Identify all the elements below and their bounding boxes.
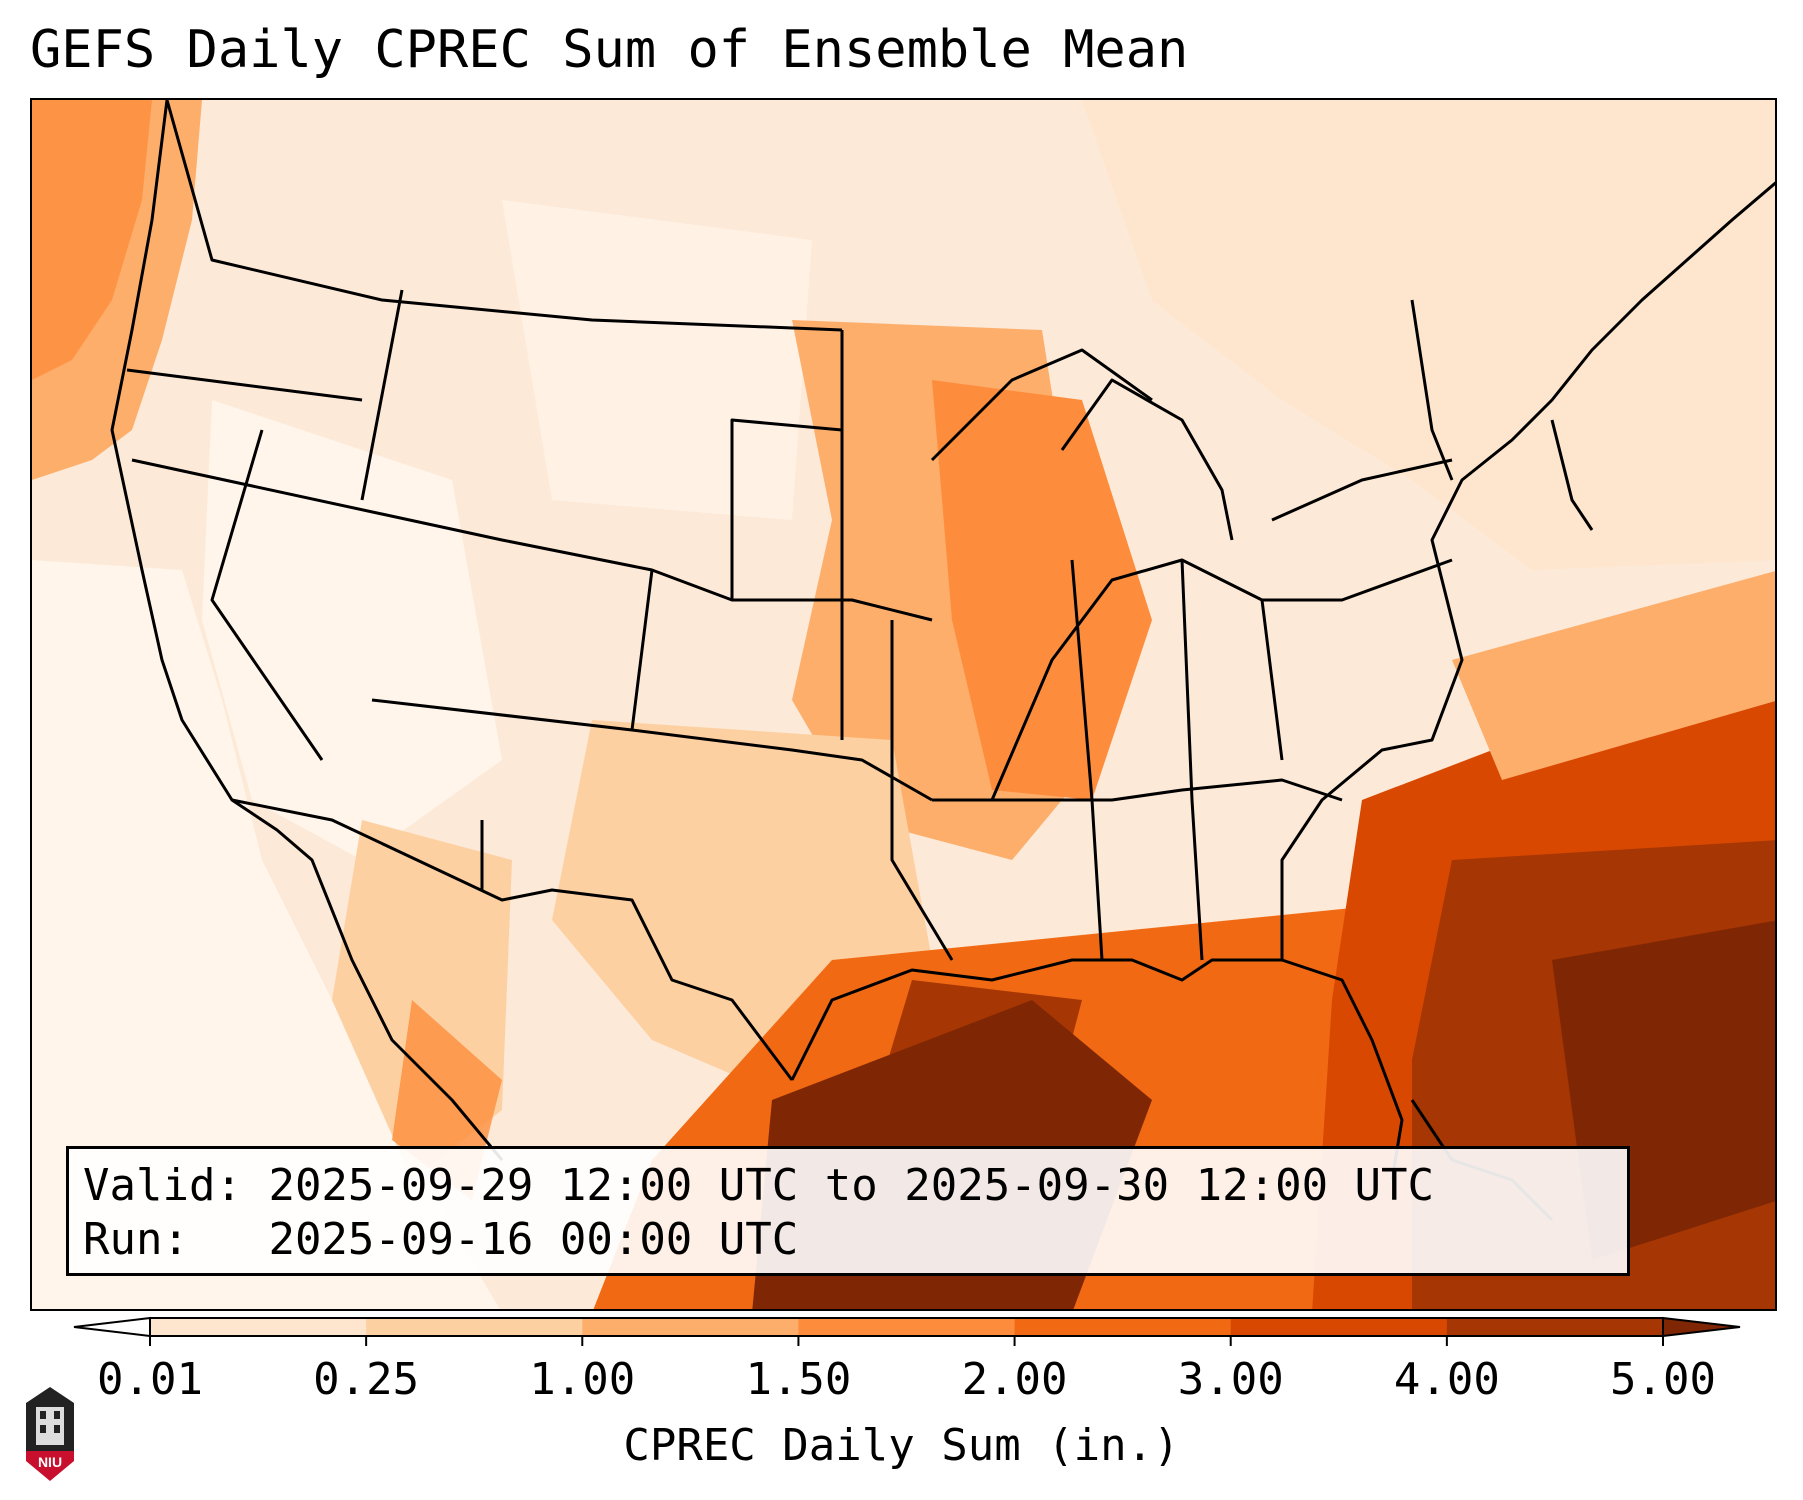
colorbar-tick-label: 2.00 [961, 1354, 1068, 1405]
colorbar-segment [582, 1318, 799, 1336]
map-title: GEFS Daily CPREC Sum of Ensemble Mean [30, 20, 1189, 80]
colorbar-under-triangle [73, 1316, 151, 1338]
colorbar-segment [1446, 1318, 1664, 1336]
colorbar-tick-label: 1.00 [529, 1354, 636, 1405]
colorbar-ticks [149, 1336, 1664, 1346]
colorbar-tick-label: 4.00 [1393, 1354, 1500, 1405]
colorbar-segment [1230, 1318, 1448, 1336]
run-line: Run: 2025-09-16 00:00 UTC [83, 1213, 1613, 1267]
valid-value: 2025-09-29 12:00 UTC to 2025-09-30 12:00… [268, 1160, 1435, 1211]
valid-label: Valid: [83, 1160, 242, 1211]
colorbar-tick-label: 0.25 [313, 1354, 420, 1405]
colorbar-frame [149, 1317, 1664, 1337]
svg-text:NIU: NIU [38, 1454, 62, 1470]
valid-run-info-box: Valid: 2025-09-29 12:00 UTC to 2025-09-3… [66, 1146, 1630, 1276]
colorbar-segment [1014, 1318, 1232, 1336]
colorbar-over-triangle [1662, 1316, 1741, 1338]
colorbar-segment [366, 1318, 583, 1336]
colorbar-tick-label: 5.00 [1610, 1354, 1716, 1405]
run-value: 2025-09-16 00:00 UTC [268, 1214, 799, 1265]
colorbar-segment [798, 1318, 1016, 1336]
run-label: Run: [83, 1214, 189, 1265]
niu-logo-icon: NIU [26, 1387, 74, 1481]
colorbar-tick-label: 1.50 [745, 1354, 852, 1405]
colorbar-tick-label: 0.01 [97, 1354, 203, 1405]
colorbar-segment [150, 1318, 367, 1336]
valid-line: Valid: 2025-09-29 12:00 UTC to 2025-09-3… [83, 1159, 1613, 1213]
precipitation-map [30, 98, 1777, 1311]
precip-field [32, 100, 1775, 1309]
colorbar-segments [73, 1316, 1741, 1338]
colorbar-tick-label: 3.00 [1177, 1354, 1284, 1405]
colorbar-label: CPREC Daily Sum (in.) [623, 1420, 1180, 1471]
